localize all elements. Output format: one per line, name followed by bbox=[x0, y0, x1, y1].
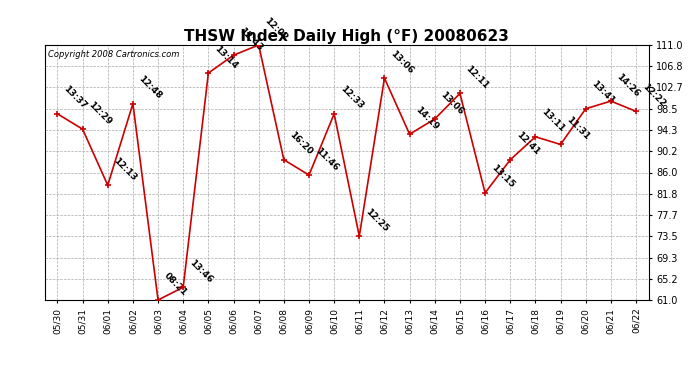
Text: 12:13: 12:13 bbox=[112, 156, 139, 183]
Text: 12:43: 12:43 bbox=[237, 26, 264, 53]
Text: 13:14: 13:14 bbox=[213, 44, 239, 70]
Title: THSW Index Daily High (°F) 20080623: THSW Index Daily High (°F) 20080623 bbox=[184, 29, 509, 44]
Text: 16:20: 16:20 bbox=[288, 130, 315, 157]
Text: 12:41: 12:41 bbox=[515, 130, 541, 157]
Text: 13:41: 13:41 bbox=[590, 79, 617, 106]
Text: 13:15: 13:15 bbox=[489, 164, 516, 190]
Text: 11:46: 11:46 bbox=[313, 146, 340, 172]
Text: 13:11: 13:11 bbox=[540, 107, 566, 134]
Text: Copyright 2008 Cartronics.com: Copyright 2008 Cartronics.com bbox=[48, 50, 179, 59]
Text: 13:37: 13:37 bbox=[61, 84, 88, 111]
Text: 11:31: 11:31 bbox=[564, 115, 591, 142]
Text: 13:46: 13:46 bbox=[188, 258, 214, 285]
Text: 08:21: 08:21 bbox=[162, 271, 189, 297]
Text: 14:19: 14:19 bbox=[414, 105, 440, 132]
Text: 12:02: 12:02 bbox=[263, 16, 289, 42]
Text: 12:11: 12:11 bbox=[464, 64, 491, 91]
Text: 14:26: 14:26 bbox=[615, 72, 642, 98]
Text: 12:25: 12:25 bbox=[364, 207, 390, 234]
Text: 12:29: 12:29 bbox=[87, 100, 113, 126]
Text: 12:33: 12:33 bbox=[338, 84, 365, 111]
Text: 13:06: 13:06 bbox=[388, 49, 415, 75]
Text: 13:06: 13:06 bbox=[439, 90, 466, 116]
Text: 12:48: 12:48 bbox=[137, 74, 164, 101]
Text: 12:22: 12:22 bbox=[640, 82, 667, 108]
